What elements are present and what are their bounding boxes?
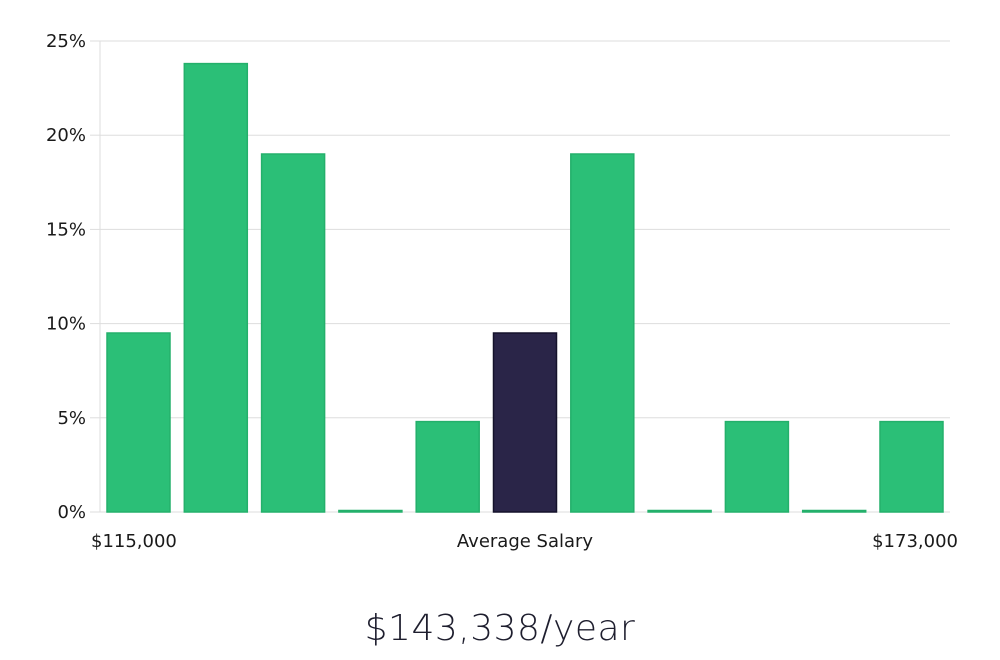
x-label-min: $115,000 [91, 531, 177, 552]
bar [260, 153, 326, 513]
average-salary-value: $143,338/year [364, 608, 636, 649]
bar [415, 420, 480, 513]
x-label-max: $173,000 [872, 531, 958, 552]
bar [106, 332, 171, 513]
y-tick-label: 25% [46, 31, 86, 52]
bar [183, 62, 249, 513]
x-label-average: Average Salary [457, 531, 594, 552]
salary-histogram: 0% 5% 10% 15% 20% 25% $115,000 Average Salary… [46, 31, 958, 552]
y-tick-label: 15% [46, 219, 86, 240]
bar [724, 420, 790, 513]
bar [879, 420, 944, 513]
bar [570, 153, 635, 513]
y-tick-label: 0% [57, 502, 86, 523]
bar [338, 509, 403, 513]
y-tick-label: 5% [57, 408, 86, 429]
y-tick-label: 20% [46, 125, 86, 146]
bars [106, 62, 944, 513]
x-axis: $115,000 Average Salary $173,000 [91, 531, 958, 552]
bar [801, 509, 867, 513]
y-axis: 0% 5% 10% 15% 20% 25% [46, 31, 101, 523]
bar-average-salary [492, 332, 558, 513]
bar [647, 509, 712, 513]
y-tick-label: 10% [46, 314, 86, 335]
